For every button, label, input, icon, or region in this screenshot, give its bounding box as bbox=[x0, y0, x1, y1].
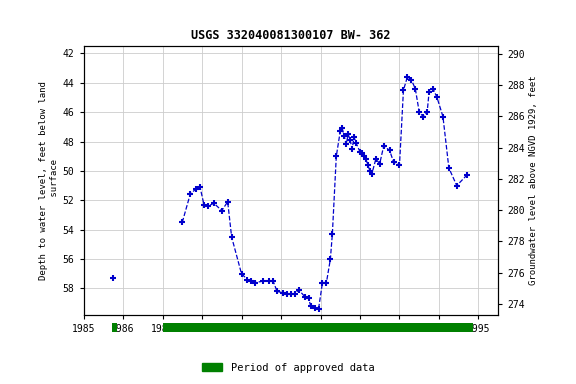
Y-axis label: Groundwater level above NGVD 1929, feet: Groundwater level above NGVD 1929, feet bbox=[529, 76, 538, 285]
Y-axis label: Depth to water level, feet below land
 surface: Depth to water level, feet below land su… bbox=[39, 81, 59, 280]
Title: USGS 332040081300107 BW- 362: USGS 332040081300107 BW- 362 bbox=[191, 29, 391, 42]
Legend: Period of approved data: Period of approved data bbox=[198, 359, 378, 377]
Bar bbox=[162, 323, 472, 332]
Bar bbox=[112, 323, 117, 332]
